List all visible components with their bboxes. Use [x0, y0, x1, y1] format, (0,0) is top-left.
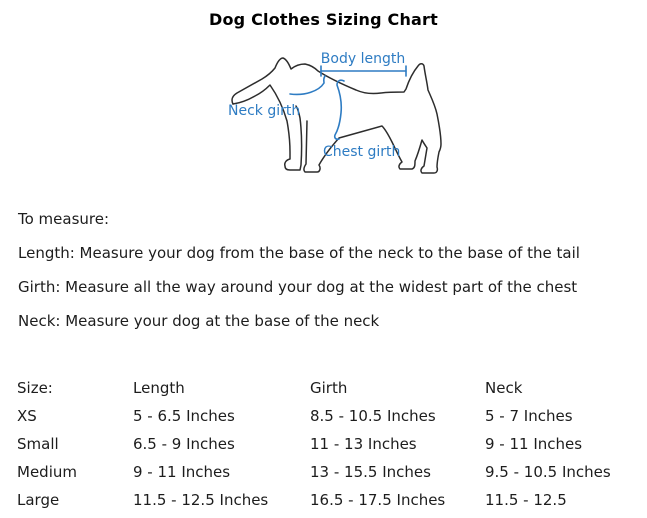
- table-cell: 16.5 - 17.5 Inches: [310, 491, 446, 509]
- measuring-instructions: To measure: Length: Measure your dog fro…: [18, 210, 637, 346]
- table-cell: 9 - 11 Inches: [133, 463, 231, 481]
- size-table-header-row: Size: Length Girth Neck: [17, 374, 635, 402]
- dog-chest-front-leg-outline: [232, 84, 303, 171]
- table-cell: 9.5 - 10.5 Inches: [485, 463, 611, 481]
- table-cell: 9 - 11 Inches: [485, 435, 583, 453]
- table-cell: 13 - 15.5 Inches: [310, 463, 431, 481]
- table-cell: 5 - 7 Inches: [485, 407, 573, 425]
- dog-measurement-diagram: Body length Neck girth Chest girth: [228, 51, 442, 174]
- table-cell: XS: [17, 407, 37, 425]
- table-row-large: Large 11.5 - 12.5 Inches 16.5 - 17.5 Inc…: [17, 486, 635, 514]
- table-cell: 11.5 - 12.5 Inches: [133, 491, 269, 509]
- table-cell: 6.5 - 9 Inches: [133, 435, 235, 453]
- neck-girth-line: [289, 75, 326, 96]
- table-row-small: Small 6.5 - 9 Inches 11 - 13 Inches 9 - …: [17, 430, 635, 458]
- table-row-medium: Medium 9 - 11 Inches 13 - 15.5 Inches 9.…: [17, 458, 635, 486]
- body-length-dimension-line: [320, 65, 407, 77]
- table-cell: 11 - 13 Inches: [310, 435, 417, 453]
- header-cell-size: Size:: [17, 379, 53, 397]
- dog-outline: [231, 57, 442, 174]
- table-cell: 5 - 6.5 Inches: [133, 407, 235, 425]
- instructions-heading: To measure:: [18, 210, 110, 228]
- header-cell-length: Length: [133, 379, 185, 397]
- header-cell-girth: Girth: [310, 379, 348, 397]
- table-cell: 8.5 - 10.5 Inches: [310, 407, 436, 425]
- chest-girth-line: [333, 79, 345, 141]
- table-cell: Medium: [17, 463, 77, 481]
- page-title: Dog Clothes Sizing Chart: [209, 10, 438, 29]
- header-cell-neck: Neck: [485, 379, 523, 397]
- chest-girth-label: Chest girth: [323, 144, 400, 160]
- size-table: Size: Length Girth Neck XS 5 - 6.5 Inche…: [17, 374, 635, 514]
- neck-girth-label: Neck girth: [228, 103, 300, 119]
- table-cell: Small: [17, 435, 59, 453]
- table-cell: Large: [17, 491, 60, 509]
- instruction-girth: Girth: Measure all the way around your d…: [18, 278, 578, 296]
- table-row-xs: XS 5 - 6.5 Inches 8.5 - 10.5 Inches 5 - …: [17, 402, 635, 430]
- instruction-length: Length: Measure your dog from the base o…: [18, 244, 580, 262]
- table-cell: 11.5 - 12.5: [485, 491, 567, 509]
- instruction-neck: Neck: Measure your dog at the base of th…: [18, 312, 380, 330]
- body-length-label: Body length: [321, 51, 405, 67]
